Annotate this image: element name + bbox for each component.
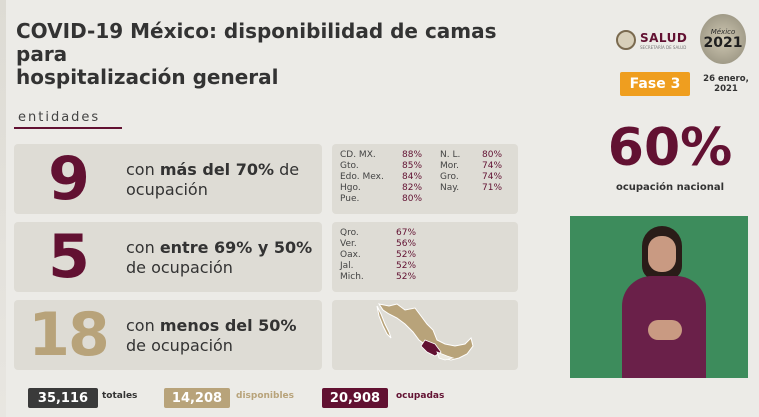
state-name: Mor. <box>440 161 460 171</box>
section-label: entidades <box>18 110 101 125</box>
state-name: Qro. <box>340 228 359 238</box>
national-seal-icon <box>616 30 636 50</box>
page-title: COVID-19 México: disponibilidad de camas… <box>16 20 536 89</box>
state-percent: 52% <box>396 272 417 282</box>
desc-line2: de ocupación <box>126 336 233 355</box>
central-states-shape <box>420 339 442 357</box>
row-count: 9 <box>48 144 90 214</box>
available-beds-badge: 14,208 <box>164 388 230 408</box>
states-panel-over-70: CD. MX. 88% Gto. 85% Edo. Mex. 84% Hgo. 82% … <box>332 144 518 214</box>
state-percent: 85% <box>402 161 423 171</box>
occupied-beds-label: ocupadas <box>396 391 445 401</box>
row-under-50: 18 con menos del 50% de ocupación <box>14 300 322 370</box>
list-item: N. L. 80% <box>440 150 502 161</box>
state-name: CD. MX. <box>340 150 376 160</box>
salud-name: SALUD <box>640 30 688 45</box>
state-percent: 80% <box>402 194 423 204</box>
list-item: CD. MX. 88% <box>340 150 422 161</box>
desc-bold: más del 70% <box>159 160 275 179</box>
fase-badge: Fase 3 <box>620 72 690 96</box>
list-item: Hgo. 82% <box>340 183 422 194</box>
list-item: Qro. 67% <box>340 228 416 239</box>
states-panel-50-69: Qro. 67% Ver. 56% Oax. 52% Jal. 52% Mich. 52% <box>332 222 518 292</box>
desc-line2: de ocupación <box>126 258 233 277</box>
mexico-map-shape <box>377 303 474 361</box>
state-name: Oax. <box>340 250 361 260</box>
desc-bold: menos del 50% <box>159 316 297 335</box>
title-line-1: COVID-19 México: disponibilidad de camas… <box>16 19 497 66</box>
state-percent: 82% <box>402 183 423 193</box>
list-item: Nay. 71% <box>440 183 502 194</box>
state-name: Gto. <box>340 161 359 171</box>
national-occupancy-percent: 60% <box>607 118 733 178</box>
list-item: Edo. Mex. 84% <box>340 172 422 183</box>
states-col-1: Qro. 67% Ver. 56% Oax. 52% Jal. 52% Mich. 52% <box>340 228 416 283</box>
desc-line2: ocupación <box>126 180 208 199</box>
row-over-70: 9 con más del 70% de ocupación <box>14 144 322 214</box>
list-item: Gto. 85% <box>340 161 422 172</box>
occupied-beds-badge: 20,908 <box>322 388 388 408</box>
national-occupancy-label: ocupación nacional <box>615 182 725 193</box>
list-item: Ver. 56% <box>340 239 416 250</box>
salud-logo: SALUD SECRETARÍA DE SALUD <box>616 28 696 52</box>
salud-subtitle: SECRETARÍA DE SALUD <box>640 44 687 50</box>
list-item: Gro. 74% <box>440 172 502 183</box>
state-name: N. L. <box>440 150 461 160</box>
mexico-2021-logo: México 2021 <box>700 14 746 64</box>
state-name: Pue. <box>340 194 360 204</box>
state-name: Mich. <box>340 272 364 282</box>
south-states-shape <box>436 351 455 361</box>
list-item: Mich. 52% <box>340 272 416 283</box>
interpreter-hands <box>648 320 682 340</box>
state-percent: 74% <box>482 172 503 182</box>
state-percent: 74% <box>482 161 503 171</box>
list-item: Oax. 52% <box>340 250 416 261</box>
state-name: Ver. <box>340 239 357 249</box>
desc-post: de <box>274 160 300 179</box>
list-item: Jal. 52% <box>340 261 416 272</box>
states-col-1: CD. MX. 88% Gto. 85% Edo. Mex. 84% Hgo. 82% … <box>340 150 422 205</box>
date-line-2: 2021 <box>714 84 738 94</box>
state-name: Gro. <box>440 172 459 182</box>
state-percent: 88% <box>402 150 423 160</box>
states-col-2: N. L. 80% Mor. 74% Gro. 74% Nay. 71% <box>440 150 502 194</box>
state-percent: 80% <box>482 150 503 160</box>
state-percent: 71% <box>482 183 503 193</box>
state-name: Nay. <box>440 183 460 193</box>
desc-pre: con <box>126 238 160 257</box>
date-label: 26 enero, 2021 <box>700 74 752 94</box>
row-description: con menos del 50% de ocupación <box>126 316 318 356</box>
mexico-map <box>376 303 474 361</box>
row-50-69: 5 con entre 69% y 50% de ocupación <box>14 222 322 292</box>
interpreter-face <box>648 236 676 272</box>
state-name: Jal. <box>340 261 354 271</box>
sign-language-interpreter-video <box>570 216 748 378</box>
section-underline <box>14 127 122 129</box>
logo-2021-year: 2021 <box>703 35 743 51</box>
available-beds-label: disponibles <box>236 391 294 401</box>
state-percent: 67% <box>396 228 417 238</box>
logo-2021-top: México <box>710 28 736 36</box>
state-percent: 84% <box>402 172 423 182</box>
total-beds-label: totales <box>102 391 138 401</box>
title-line-2: hospitalización general <box>16 65 279 89</box>
row-description: con más del 70% de ocupación <box>126 160 318 200</box>
state-percent: 52% <box>396 261 417 271</box>
decorative-border <box>0 0 6 417</box>
date-line-1: 26 enero, <box>703 74 749 84</box>
row-count: 18 <box>28 300 110 370</box>
state-name: Edo. Mex. <box>340 172 384 182</box>
row-count: 5 <box>48 222 90 292</box>
baja-california-shape <box>376 305 392 339</box>
row-description: con entre 69% y 50% de ocupación <box>126 238 318 278</box>
desc-pre: con <box>126 316 160 335</box>
list-item: Mor. 74% <box>440 161 502 172</box>
total-beds-badge: 35,116 <box>28 388 98 408</box>
state-name: Hgo. <box>340 183 361 193</box>
desc-pre: con <box>126 160 160 179</box>
desc-bold: entre 69% y 50% <box>159 238 313 257</box>
state-percent: 52% <box>396 250 417 260</box>
state-percent: 56% <box>396 239 417 249</box>
list-item: Pue. 80% <box>340 194 422 205</box>
